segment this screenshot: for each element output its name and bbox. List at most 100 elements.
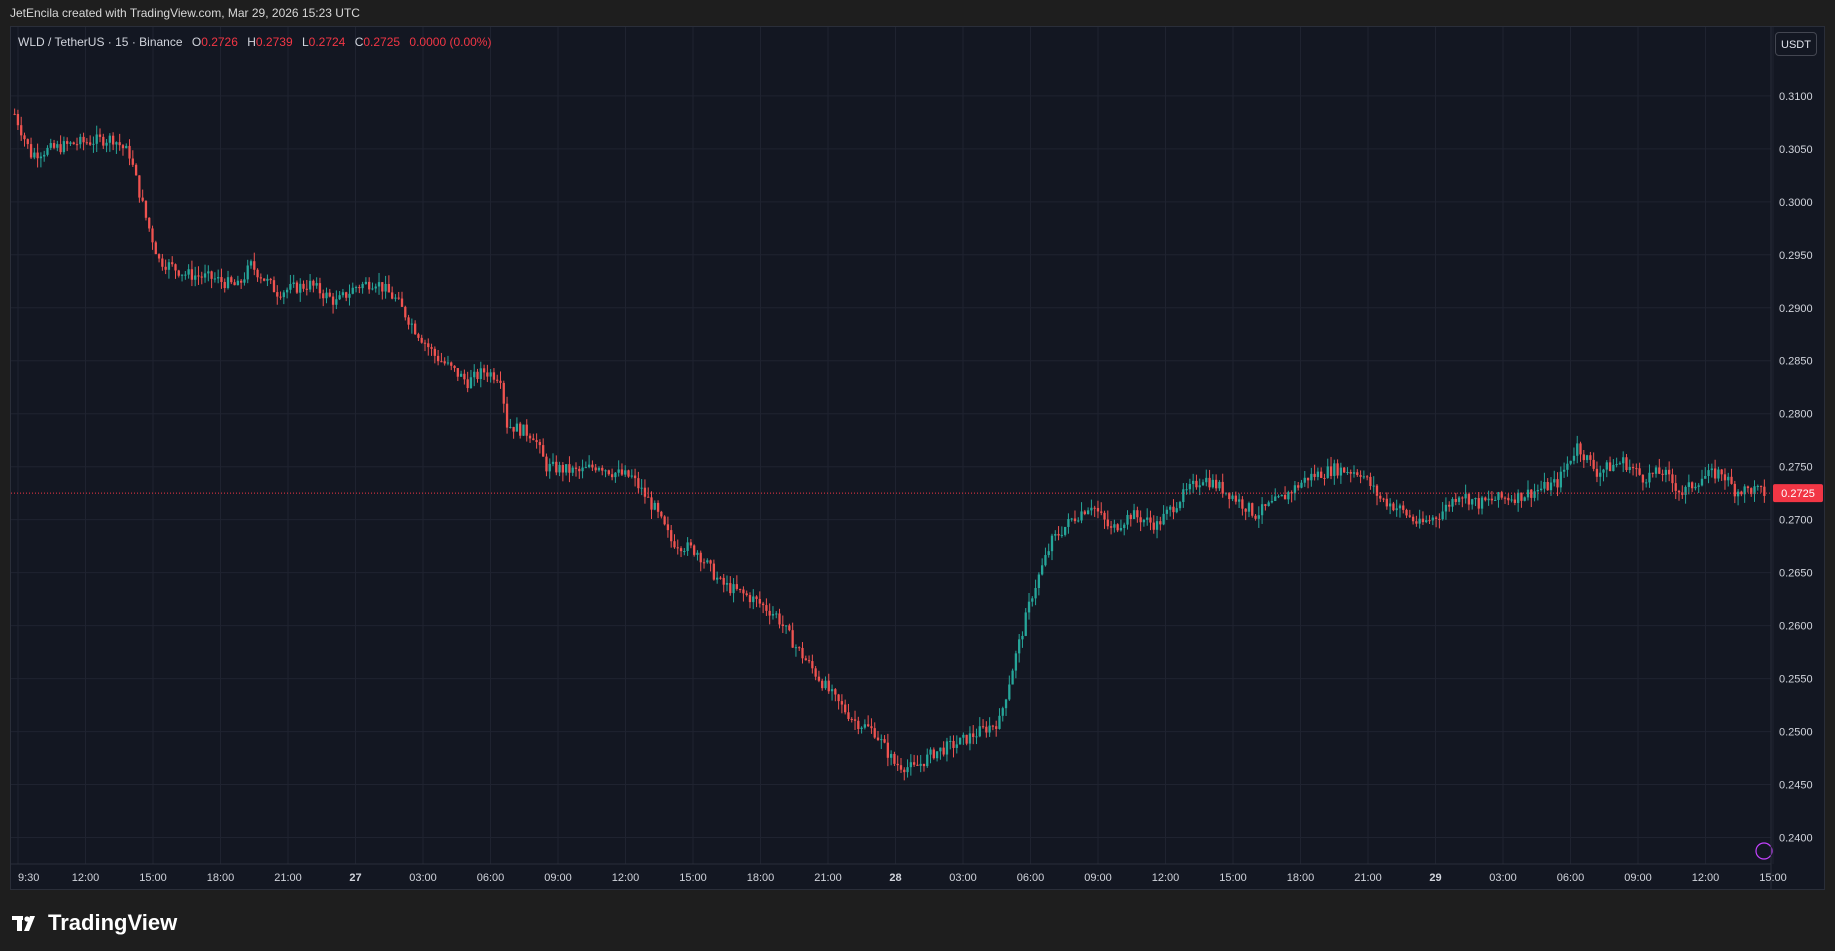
candle-up	[1018, 639, 1021, 654]
candle-down	[1172, 506, 1175, 513]
candle-up	[1605, 462, 1608, 470]
candle-up	[46, 147, 49, 155]
candle-down	[555, 461, 558, 473]
candle-down	[542, 445, 545, 457]
candle-up	[1487, 498, 1490, 501]
candle-down	[1375, 485, 1379, 496]
candle-down	[922, 763, 926, 767]
time-tick-label: 03:00	[409, 872, 437, 884]
time-tick-label: 15:00	[139, 872, 167, 884]
candle-up	[1178, 502, 1182, 509]
candle-up	[446, 362, 450, 364]
candle-up	[1553, 479, 1556, 483]
candle-down	[578, 468, 581, 472]
candle-down	[476, 371, 479, 380]
candle-down	[1641, 474, 1645, 483]
candle-up	[1274, 496, 1277, 502]
symbol-name: WLD / TetherUS · 15 · Binance	[18, 35, 183, 49]
change-value: 0.0000 (0.00%)	[409, 35, 492, 49]
candle-down	[259, 277, 262, 279]
candle-down	[200, 276, 203, 278]
time-tick-label: 15:00	[1759, 872, 1787, 884]
candle-down	[991, 725, 995, 727]
candle-up	[354, 287, 358, 289]
candle-up	[1539, 488, 1543, 491]
candle-down	[430, 347, 433, 349]
candle-down	[847, 712, 850, 719]
chart-caption: JetEncila created with TradingView.com, …	[10, 6, 360, 20]
candle-down	[702, 562, 706, 564]
time-tick-label: 18:00	[207, 872, 235, 884]
candle-up	[299, 283, 302, 293]
candle-up	[860, 727, 863, 729]
candle-down	[1408, 515, 1411, 517]
time-tick-label: 06:00	[1557, 872, 1585, 884]
candle-down	[322, 293, 325, 299]
candle-up	[69, 142, 72, 144]
candle-down	[164, 266, 167, 270]
candle-down	[1096, 508, 1100, 512]
candle-down	[853, 719, 857, 721]
close-key: C	[354, 35, 364, 49]
candle-down	[525, 424, 528, 436]
candle-up	[1021, 635, 1024, 640]
candle-down	[161, 258, 164, 267]
candle-down	[535, 440, 538, 443]
candle-down	[381, 282, 384, 292]
currency-button[interactable]: USDT	[1775, 32, 1817, 56]
candle-up	[630, 475, 633, 477]
candle-down	[1106, 519, 1109, 527]
candle-up	[1185, 489, 1188, 491]
candle-up	[115, 142, 118, 145]
candle-down	[981, 726, 985, 728]
candle-up	[1425, 520, 1428, 523]
candle-down	[450, 362, 453, 366]
candle-down	[807, 660, 811, 662]
candle-down	[144, 200, 148, 218]
candle-down	[761, 603, 765, 606]
candle-down	[157, 254, 161, 259]
chart-pane[interactable]	[10, 26, 1825, 890]
candle-down	[443, 361, 446, 364]
candle-down	[1448, 504, 1451, 507]
candle-down	[1100, 511, 1103, 513]
candle-up	[509, 426, 512, 428]
candle-up	[1346, 471, 1349, 473]
candle-down	[801, 647, 804, 659]
candle-down	[873, 728, 876, 738]
candle-up	[597, 467, 601, 471]
candle-down	[177, 270, 180, 276]
candle-down	[742, 589, 745, 594]
candle-down	[972, 733, 975, 738]
candle-down	[1336, 463, 1339, 476]
candle-down	[1251, 503, 1254, 516]
candle-down	[253, 261, 256, 270]
candle-up	[614, 472, 617, 478]
candle-down	[499, 380, 502, 383]
candle-down	[1589, 455, 1592, 460]
candle-up	[1602, 469, 1605, 473]
candle-down	[118, 142, 121, 146]
candle-down	[896, 763, 899, 766]
candle-up	[187, 269, 190, 275]
candle-up	[335, 299, 338, 305]
candle-down	[676, 547, 679, 549]
candle-down	[295, 282, 299, 293]
price-tick-label: 0.3000	[1779, 197, 1813, 209]
candle-up	[1549, 482, 1553, 491]
candle-up	[1165, 509, 1169, 514]
candle-down	[1136, 510, 1139, 518]
candle-up	[1362, 476, 1366, 478]
candle-down	[893, 753, 896, 764]
candle-up	[1037, 574, 1041, 589]
candle-up	[1339, 467, 1343, 476]
candle-up	[775, 613, 778, 615]
candle-up	[289, 283, 292, 290]
candle-down	[1723, 474, 1727, 481]
candle-down	[758, 598, 761, 604]
candle-up	[1326, 466, 1329, 478]
candle-up	[1182, 489, 1185, 503]
candle-up	[207, 271, 210, 274]
candle-down	[1730, 476, 1733, 484]
